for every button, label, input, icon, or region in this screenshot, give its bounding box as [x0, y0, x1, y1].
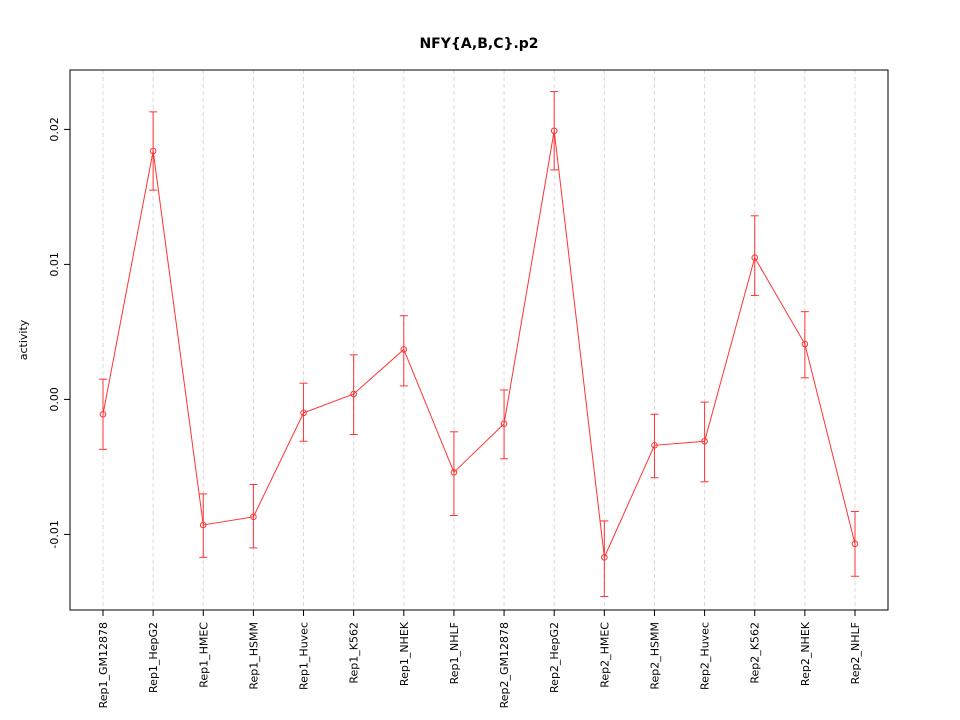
axis-ticks [64, 128, 856, 616]
data-point [801, 340, 809, 348]
x-tick-label: Rep1_K562 [348, 622, 361, 684]
x-tick-label: Rep2_HepG2 [548, 622, 561, 693]
data-point [651, 442, 658, 449]
data-point [149, 147, 157, 155]
data-point [400, 346, 408, 353]
series-line [102, 130, 856, 560]
plot-border [69, 69, 889, 611]
data-point [99, 410, 107, 418]
data-point [500, 420, 508, 428]
y-tick-label: 0.00 [48, 387, 61, 412]
data-point [300, 409, 307, 417]
data-point [250, 513, 257, 521]
x-tick-label: Rep1_HepG2 [147, 622, 160, 693]
data-point [550, 127, 558, 135]
x-tick-label: Rep2_HSMM [648, 622, 661, 690]
y-tick-label: -0.01 [48, 520, 61, 548]
data-point [450, 469, 458, 476]
data-point [199, 521, 207, 529]
x-tick-label: Rep2_K562 [749, 622, 762, 684]
x-tick-labels: Rep1_GM12878 Rep1_HepG2 Rep1_HMEC Rep1_HSMM… [97, 621, 862, 708]
data-point [851, 540, 859, 548]
y-axis-title: activity [17, 319, 30, 360]
x-tick-label: Rep1_NHLF [448, 622, 461, 684]
data-point [601, 554, 608, 561]
data-point [751, 254, 759, 261]
x-tick-label: Rep1_HMEC [197, 622, 210, 688]
data-point [350, 390, 357, 398]
x-tick-label: Rep2_HMEC [598, 622, 611, 688]
x-tick-label: Rep1_NHEK [398, 621, 411, 686]
x-tick-label: Rep2_Huvec [699, 622, 712, 690]
data-point [701, 437, 708, 445]
x-tick-label: Rep1_GM12878 [97, 622, 110, 708]
plot-frame [69, 69, 889, 611]
gridlines [102, 70, 856, 610]
data-series [99, 91, 859, 597]
x-tick-label: Rep2_NHEK [799, 621, 812, 686]
x-tick-label: Rep2_NHLF [849, 622, 862, 684]
y-tick-label: 0.01 [48, 252, 61, 277]
y-tick-labels: -0.01 0.00 0.01 0.02 [48, 117, 61, 548]
x-tick-label: Rep1_Huvec [298, 622, 311, 690]
y-tick-label: 0.02 [48, 117, 61, 142]
chart-title: NFY{A,B,C}.p2 [419, 36, 538, 52]
x-tick-label: Rep1_HSMM [247, 622, 260, 690]
x-tick-label: Rep2_GM12878 [498, 622, 511, 708]
